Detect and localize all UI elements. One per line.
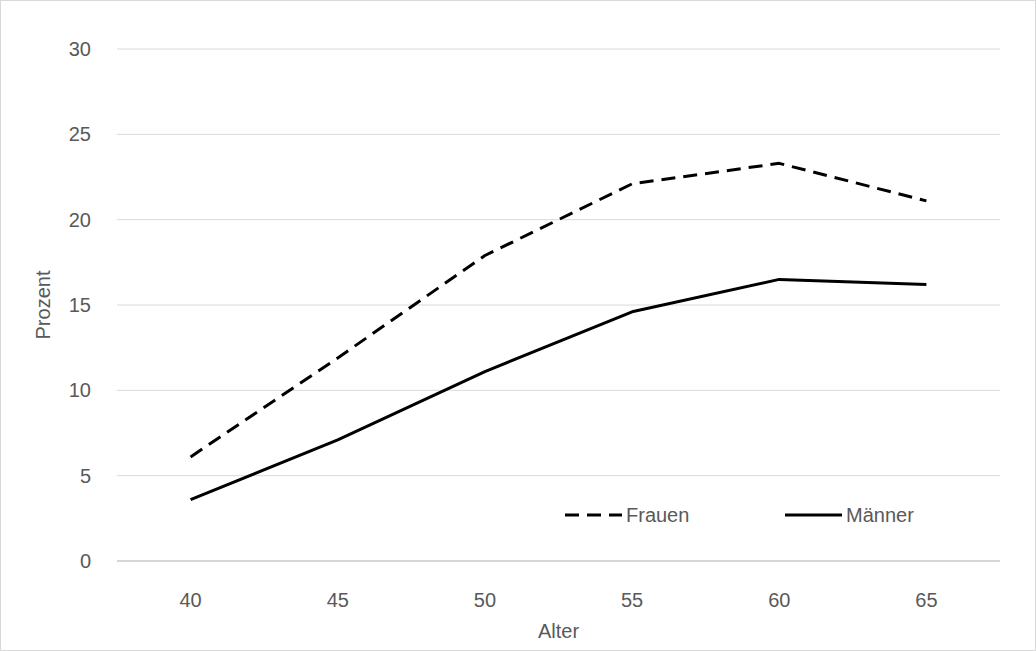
- y-tick-label: 30: [69, 38, 91, 60]
- grid-line: [117, 305, 1000, 306]
- legend-label: Männer: [846, 504, 914, 526]
- x-tick-label: 55: [621, 589, 643, 611]
- x-tick-label: 40: [179, 589, 201, 611]
- y-tick-label: 20: [69, 209, 91, 231]
- chart-container: 0 5 10 15 20 25 30 40 45 50 55 60 65 Alter Prozent Frau…: [0, 0, 1036, 651]
- y-tick-label: 0: [80, 550, 91, 572]
- series-line: [191, 279, 927, 499]
- x-axis-line: [117, 561, 1000, 562]
- x-tick-label: 50: [474, 589, 496, 611]
- plot-area: [191, 163, 927, 499]
- grid-line: [117, 390, 1000, 391]
- series-line: [191, 163, 927, 457]
- x-axis-title: Alter: [538, 620, 579, 642]
- y-axis-title: Prozent: [32, 270, 54, 339]
- y-tick-label: 25: [69, 123, 91, 145]
- legend-swatch: [565, 514, 622, 517]
- x-tick-label: 60: [768, 589, 790, 611]
- y-tick-label: 10: [69, 379, 91, 401]
- legend-label: Frauen: [626, 504, 689, 526]
- grid-line: [117, 134, 1000, 135]
- chart-border: [1, 1, 1036, 651]
- grid-line: [117, 561, 1000, 562]
- y-tick-label: 5: [80, 465, 91, 487]
- grid-line: [117, 49, 1000, 50]
- y-tick-label: 15: [69, 294, 91, 316]
- legend-swatch: [785, 514, 842, 517]
- legend: Frauen Männer: [565, 504, 914, 526]
- x-tick-label: 45: [327, 589, 349, 611]
- x-tick-label: 65: [915, 589, 937, 611]
- grid-line: [117, 219, 1000, 220]
- chart-svg: 0 5 10 15 20 25 30 40 45 50 55 60 65 Alter Prozent Frau…: [0, 0, 1036, 651]
